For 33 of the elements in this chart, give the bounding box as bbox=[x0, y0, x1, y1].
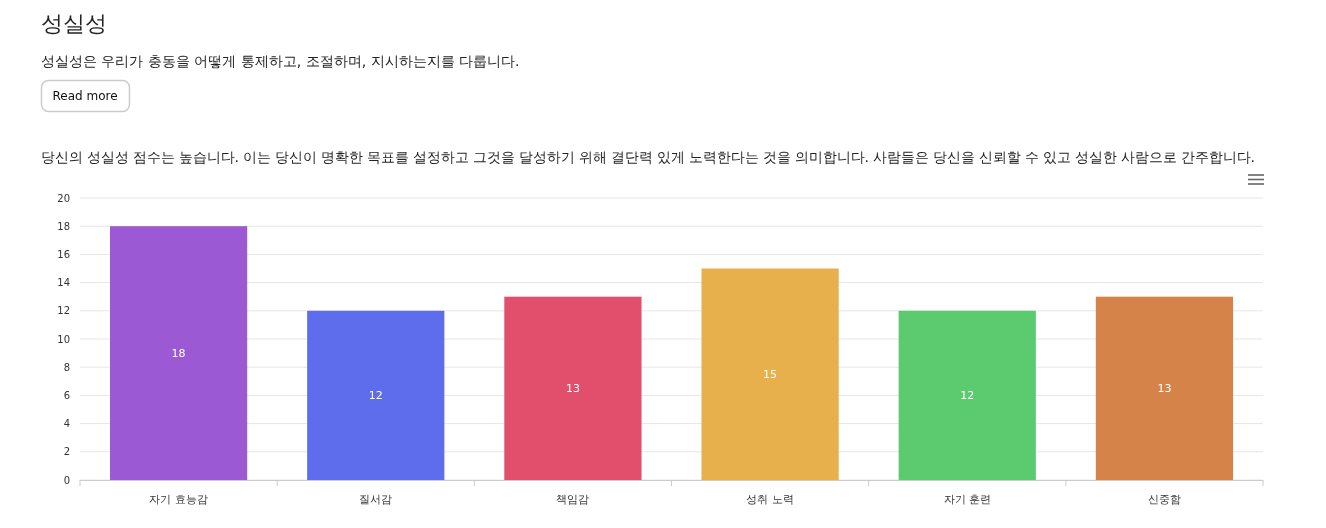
button: Read more bbox=[40, 79, 131, 113]
data-label: 12 bbox=[368, 389, 383, 403]
bar bbox=[307, 310, 445, 480]
y-tick-label: 18 bbox=[57, 220, 70, 232]
y-tick-label: 20 bbox=[57, 192, 70, 204]
x-tick-label: 책임감 bbox=[556, 493, 590, 506]
data-label: 15 bbox=[763, 368, 778, 382]
text: 당신의 성실성 점수는 높습니다. 이는 당신이 명확한 목표를 설정하고 그것을 달성하기 위해 결단력 있게 노력한다는 것을 의미합니다. 사람들은 당신을 신뢰할 수 있고 성실한 사람으로 간주합니다. bbox=[41, 149, 1268, 165]
data-label: 13 bbox=[565, 382, 580, 396]
x-tick-label: 성취 노력 bbox=[746, 493, 794, 506]
y-tick-label: 8 bbox=[63, 361, 70, 373]
x-tick-label: 질서감 bbox=[359, 493, 393, 506]
y-tick-label: 14 bbox=[57, 277, 70, 289]
bar bbox=[1095, 296, 1234, 480]
y-tick-label: 16 bbox=[57, 248, 70, 260]
y-tick-label: 4 bbox=[63, 418, 70, 430]
y-tick-label: 2 bbox=[63, 446, 70, 458]
y-tick-label: 0 bbox=[63, 474, 70, 486]
chart-subtitle: 성실성은 우리가 충동을 어떻게 통제하고, 조절하며, 지시하는지를 다룹니다. bbox=[41, 53, 520, 69]
bar bbox=[701, 268, 839, 480]
chart-title: 성실성 bbox=[41, 11, 107, 36]
y-tick-label: 12 bbox=[57, 305, 70, 317]
x-tick-label: 자기 효능감 bbox=[149, 493, 208, 506]
bar bbox=[898, 310, 1036, 480]
x-tick-label: 신중함 bbox=[1147, 493, 1181, 506]
y-tick-label: 10 bbox=[57, 333, 70, 345]
bar bbox=[504, 296, 642, 480]
data-label: 12 bbox=[960, 389, 975, 403]
x-tick-label: 자기 훈련 bbox=[943, 493, 991, 506]
y-tick-label: 6 bbox=[63, 389, 70, 401]
data-label: 18 bbox=[171, 347, 186, 361]
bar bbox=[109, 226, 248, 480]
data-label: 13 bbox=[1157, 382, 1172, 396]
